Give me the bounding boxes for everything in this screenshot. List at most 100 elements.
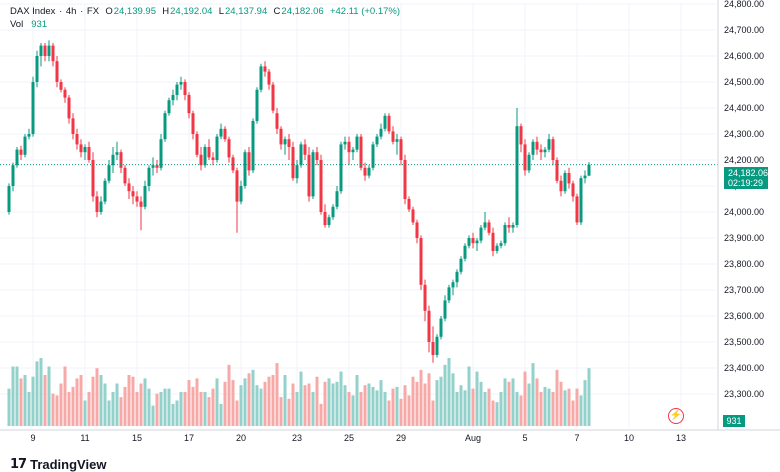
volume-bar bbox=[403, 385, 407, 426]
volume-bar bbox=[279, 397, 283, 426]
candle-body bbox=[231, 157, 235, 171]
candle-body bbox=[115, 152, 119, 155]
volume-bar bbox=[519, 395, 523, 426]
candle-body bbox=[151, 165, 155, 168]
volume-bar bbox=[427, 373, 431, 426]
candle-body bbox=[503, 225, 507, 244]
candle-body bbox=[299, 144, 303, 166]
volume-bar bbox=[119, 397, 123, 426]
candle-body bbox=[307, 154, 311, 197]
candle-body bbox=[43, 45, 47, 56]
candle-body bbox=[487, 222, 491, 233]
volume-bar bbox=[395, 386, 399, 426]
candle-body bbox=[191, 113, 195, 134]
volume-bar bbox=[263, 381, 267, 426]
volume-bar bbox=[267, 376, 271, 426]
candle-body bbox=[19, 149, 23, 155]
y-tick-label: 23,300.00 bbox=[724, 389, 764, 399]
volume-bar bbox=[391, 388, 395, 426]
x-tick-label: 7 bbox=[574, 433, 579, 443]
tradingview-logo[interactable]: 17 TradingView bbox=[10, 456, 106, 472]
candle-body bbox=[455, 271, 459, 283]
lightning-icon[interactable]: ⚡ bbox=[668, 408, 684, 424]
candle-body bbox=[259, 66, 263, 90]
candle-body bbox=[63, 89, 67, 98]
y-tick-label: 23,400.00 bbox=[724, 363, 764, 373]
candle-body bbox=[71, 118, 75, 134]
candle-body bbox=[387, 115, 391, 132]
candle-body bbox=[403, 160, 407, 199]
candle-body bbox=[339, 144, 343, 192]
candle-body bbox=[123, 167, 127, 184]
x-tick-label: 15 bbox=[132, 433, 142, 443]
volume-bar bbox=[39, 358, 43, 426]
volume-bar bbox=[467, 366, 471, 426]
bar-countdown: 02:19:29 bbox=[728, 178, 764, 188]
candle-body bbox=[7, 186, 11, 212]
candle-body bbox=[163, 113, 167, 140]
volume-bar bbox=[239, 385, 243, 426]
volume-bar bbox=[455, 392, 459, 426]
candle-body bbox=[331, 206, 335, 218]
candle-body bbox=[431, 342, 435, 355]
volume-bar bbox=[87, 392, 91, 426]
volume-bar bbox=[463, 390, 467, 426]
volume-bar bbox=[51, 393, 55, 426]
volume-label[interactable]: Vol bbox=[10, 19, 24, 30]
candle-body bbox=[215, 136, 219, 160]
candle-body bbox=[419, 238, 423, 285]
y-tick-label: 24,000.00 bbox=[724, 207, 764, 217]
volume-bar bbox=[203, 392, 207, 426]
volume-bar bbox=[527, 383, 531, 426]
volume-bar bbox=[275, 363, 279, 426]
x-tick-label: 23 bbox=[292, 433, 302, 443]
volume-bar bbox=[183, 392, 187, 426]
candle-body bbox=[439, 318, 443, 337]
candle-body bbox=[267, 71, 271, 85]
volume-bar bbox=[507, 381, 511, 426]
candle-body bbox=[291, 147, 295, 179]
symbol-name[interactable]: DAX Index bbox=[10, 6, 56, 17]
volume-bar bbox=[23, 375, 27, 426]
x-tick-label: 29 bbox=[396, 433, 406, 443]
candle-body bbox=[527, 154, 531, 171]
volume-bar bbox=[419, 369, 423, 426]
tradingview-wordmark: TradingView bbox=[30, 456, 107, 472]
candle-body bbox=[227, 139, 231, 158]
volume-bar bbox=[67, 392, 71, 426]
volume-bar bbox=[7, 388, 11, 426]
volume-bar bbox=[215, 378, 219, 426]
volume-bar bbox=[155, 393, 159, 426]
x-tick-label: 13 bbox=[676, 433, 686, 443]
volume-bar bbox=[11, 366, 15, 426]
candle-body bbox=[459, 258, 463, 272]
volume-bar bbox=[583, 380, 587, 426]
candle-body bbox=[15, 149, 19, 166]
separator: · bbox=[59, 6, 63, 17]
x-tick-label: 11 bbox=[80, 433, 89, 443]
interval-label[interactable]: 4h bbox=[65, 6, 77, 17]
candle-body bbox=[563, 173, 567, 192]
low-label: L bbox=[218, 6, 224, 17]
candle-body bbox=[523, 144, 527, 171]
candle-body bbox=[35, 56, 39, 82]
volume-bar bbox=[331, 383, 335, 426]
y-tick-label: 24,800.00 bbox=[724, 0, 764, 9]
candle-body bbox=[39, 45, 43, 56]
volume-bar bbox=[135, 392, 139, 426]
volume-bar bbox=[587, 368, 591, 426]
candle-body bbox=[515, 126, 519, 225]
candle-body bbox=[371, 144, 375, 168]
volume-bar bbox=[147, 388, 151, 426]
volume-bar bbox=[475, 371, 479, 426]
volume-bar bbox=[191, 386, 195, 426]
volume-bar bbox=[359, 392, 363, 426]
close-label: C bbox=[273, 6, 281, 17]
volume-bar bbox=[571, 400, 575, 426]
volume-bar bbox=[63, 366, 67, 426]
candle-body bbox=[207, 147, 211, 158]
volume-bar bbox=[151, 405, 155, 426]
volume-bar bbox=[211, 388, 215, 426]
y-tick-label: 24,700.00 bbox=[724, 25, 764, 35]
